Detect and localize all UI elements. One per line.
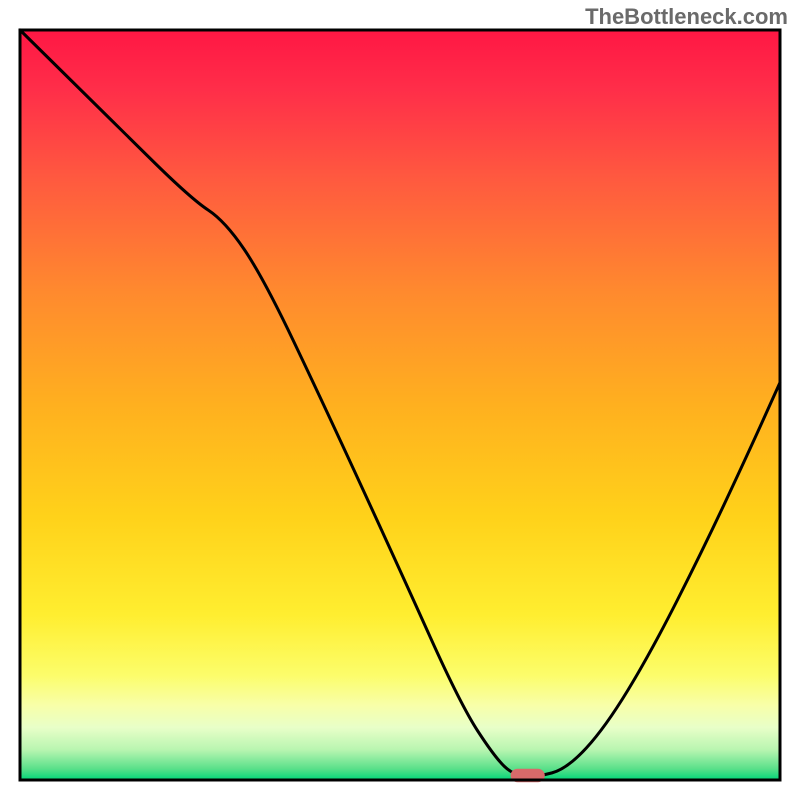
bottleneck-chart: TheBottleneck.com	[0, 0, 800, 800]
watermark-text: TheBottleneck.com	[585, 4, 788, 30]
chart-svg	[0, 0, 800, 800]
